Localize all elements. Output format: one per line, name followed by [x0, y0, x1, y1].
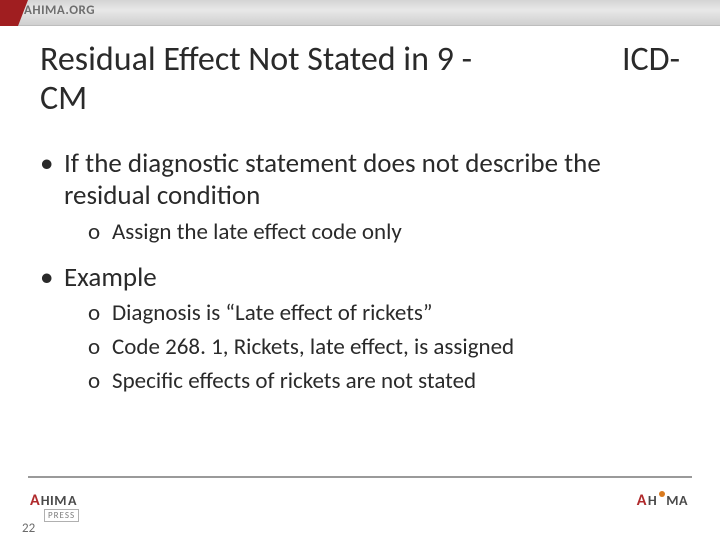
header-bar: AHIMA.ORG: [0, 0, 720, 26]
bullet-text: If the diagnostic statement does not des…: [64, 148, 680, 212]
footer-logo-right: A H MA: [637, 491, 688, 510]
footer-logo-left: A HIM A: [30, 491, 77, 510]
footer-press-tag: PRESS: [44, 509, 79, 522]
logo-dot-icon: [659, 491, 665, 497]
logo-letter-a-icon: A: [637, 491, 647, 510]
bullet-level2: o Assign the late effect code only: [88, 218, 680, 248]
bullet-circle-icon: o: [88, 299, 112, 329]
bullet-level2: o Specific effects of rickets are not st…: [88, 367, 680, 397]
slide-body: • If the diagnostic statement does not d…: [40, 148, 680, 401]
slide-title: Residual Effect Not Stated in 9 -CM ICD-: [40, 40, 680, 118]
header-site-label: AHIMA.ORG: [24, 3, 95, 18]
bullet-level1: • If the diagnostic statement does not d…: [40, 148, 680, 212]
logo-letters: H: [648, 492, 657, 509]
bullet-circle-icon: o: [88, 367, 112, 397]
logo-letters: HIM: [41, 492, 67, 509]
slide-title-right: ICD-: [622, 40, 680, 118]
bullet-dot-icon: •: [40, 148, 64, 212]
page-number: 22: [22, 521, 35, 536]
bullet-text: Diagnosis is “Late effect of rickets”: [112, 299, 433, 329]
header-accent-block: [0, 0, 18, 26]
bullet-level2: o Code 268. 1, Rickets, late effect, is …: [88, 333, 680, 363]
logo-letter-a2: A: [68, 492, 76, 509]
logo-letter-a-icon: A: [30, 491, 40, 510]
bullet-text: Code 268. 1, Rickets, late effect, is as…: [112, 333, 514, 363]
bullet-text: Specific effects of rickets are not stat…: [112, 367, 476, 397]
bullet-dot-icon: •: [40, 262, 64, 294]
slide-title-left: Residual Effect Not Stated in 9 -CM: [40, 40, 500, 118]
bullet-circle-icon: o: [88, 333, 112, 363]
bullet-level2: o Diagnosis is “Late effect of rickets”: [88, 299, 680, 329]
bullet-circle-icon: o: [88, 218, 112, 248]
bullet-text: Example: [64, 262, 157, 294]
bullet-level1: • Example: [40, 262, 680, 294]
bullet-text: Assign the late effect code only: [112, 218, 402, 248]
footer-divider: [28, 476, 692, 478]
logo-letters: MA: [666, 492, 688, 509]
